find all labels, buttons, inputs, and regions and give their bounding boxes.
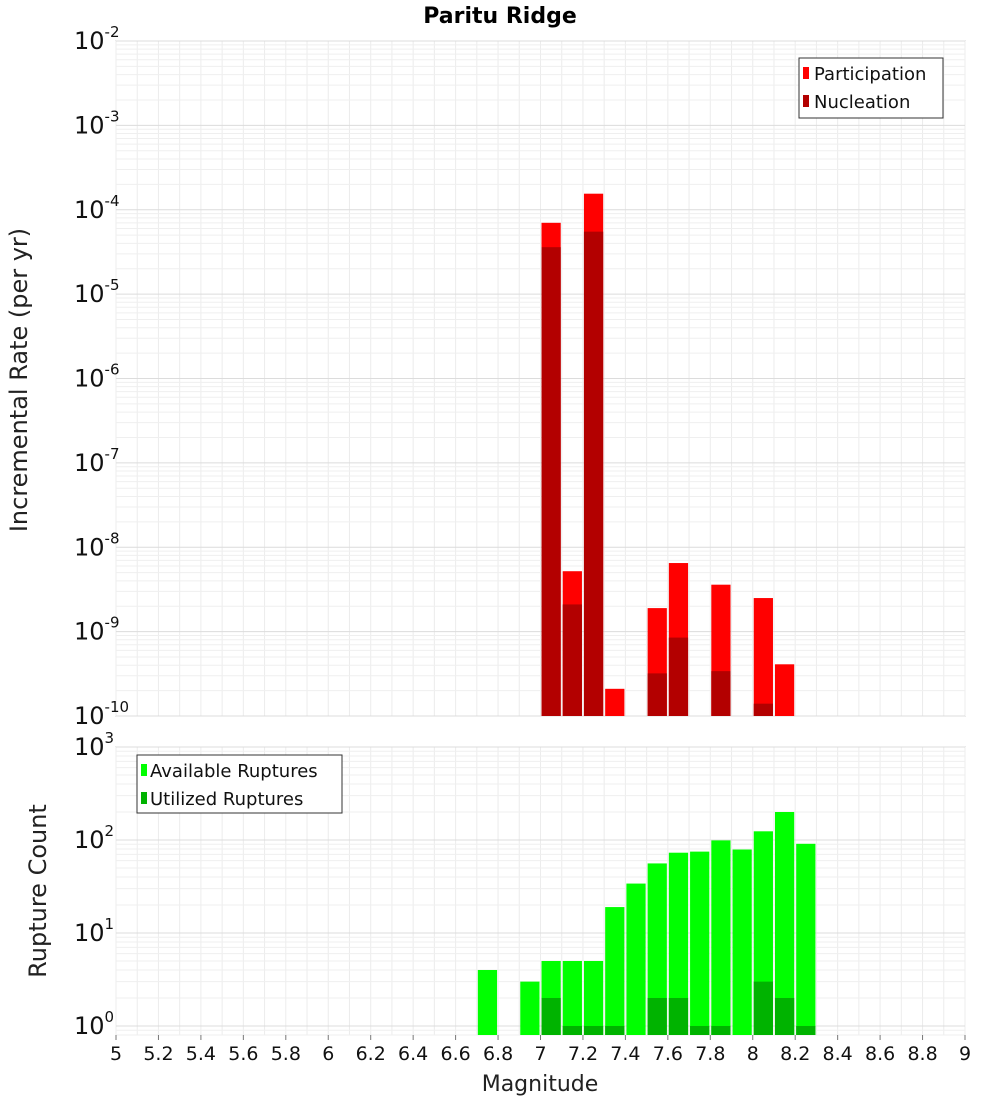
top-bar-nucleation	[647, 673, 667, 716]
bottom-bar-available-ruptures	[668, 852, 689, 1035]
top-legend: Participation Nucleation	[798, 57, 944, 119]
bottom-bars	[477, 812, 816, 1035]
x-tick-label: 5.4	[186, 1043, 216, 1065]
x-tick-label: 7.2	[568, 1043, 598, 1065]
top-ytick-label: 10-6	[74, 361, 120, 393]
chart-title: Paritu Ridge	[423, 4, 577, 29]
x-tick-label: 5.8	[271, 1043, 301, 1065]
bottom-bar-available-ruptures	[562, 960, 582, 1035]
bottom-bar-available-ruptures	[605, 907, 625, 1035]
bottom-bar-available-ruptures	[626, 883, 646, 1035]
x-tick-label: 6.6	[440, 1043, 470, 1065]
bottom-bar-utilized-ruptures	[753, 981, 773, 1035]
bottom-bar-utilized-ruptures	[647, 997, 667, 1035]
bottom-ytick-label: 103	[74, 729, 114, 761]
bottom-bar-available-ruptures	[774, 812, 795, 1035]
bottom-legend-box	[136, 754, 343, 814]
bottom-bar-utilized-ruptures	[796, 1025, 816, 1035]
x-tick-label: 8.2	[780, 1043, 810, 1065]
legend-utilized-label: Utilized Ruptures	[150, 789, 303, 810]
top-bar-nucleation	[711, 671, 731, 716]
bottom-bar-utilized-ruptures	[541, 997, 561, 1035]
top-ytick-label: 10-3	[74, 107, 120, 139]
x-tick-label: 6	[322, 1043, 334, 1065]
top-bar-participation	[753, 598, 773, 716]
x-axis-label: Magnitude	[482, 1072, 599, 1097]
x-tick-label: 8.4	[823, 1043, 853, 1065]
bottom-bar-available-ruptures	[477, 969, 498, 1035]
x-tick-label: 6.2	[356, 1043, 386, 1065]
bottom-bar-utilized-ruptures	[605, 1025, 625, 1035]
bottom-legend: Available Ruptures Utilized Ruptures	[136, 754, 343, 814]
bottom-y-ticks: 100 101 102 103	[74, 729, 114, 1040]
top-ytick-label: 10-10	[74, 698, 129, 730]
top-grid	[115, 40, 966, 717]
x-tick-label: 9	[959, 1043, 971, 1065]
x-ticks: 5 5.2 5.4 5.6 5.8 6 6.2 6.4 6.6 6.8 7 7.2 7.4 7.6 7.8 8…	[110, 1035, 971, 1065]
x-tick-label: 7.6	[653, 1043, 683, 1065]
top-bar-nucleation	[668, 637, 689, 716]
x-tick-label: 8.6	[865, 1043, 895, 1065]
legend-available-label: Available Ruptures	[150, 761, 318, 782]
top-ytick-label: 10-9	[74, 614, 120, 646]
legend-utilized-swatch	[141, 792, 147, 804]
top-panel: 10-10 10-9 10-8 10-7 10-6 10-5 10-4 10-3 10-2 In…	[5, 23, 966, 730]
x-tick-label: 7.4	[610, 1043, 640, 1065]
top-bar-participation	[774, 664, 795, 716]
top-ytick-label: 10-2	[74, 23, 120, 55]
x-tick-label: 6.8	[483, 1043, 513, 1065]
x-tick-label: 5.6	[228, 1043, 258, 1065]
x-tick-label: 5	[110, 1043, 122, 1065]
bottom-bar-available-ruptures	[583, 960, 604, 1035]
top-bar-nucleation	[541, 247, 561, 716]
legend-participation-label: Participation	[814, 64, 926, 85]
bottom-bar-utilized-ruptures	[668, 997, 689, 1035]
bottom-bar-available-ruptures	[711, 840, 731, 1035]
legend-participation-swatch	[803, 67, 809, 79]
bottom-panel: 100 101 102 103 5 5.2 5.4 5.6 5.8 6 6.2 6.4 6.6 6.8 7…	[24, 729, 971, 1097]
top-ytick-label: 10-5	[74, 276, 120, 308]
bottom-bar-utilized-ruptures	[562, 1025, 582, 1035]
bottom-bar-available-ruptures	[690, 851, 710, 1035]
top-legend-box	[798, 57, 944, 119]
x-tick-label: 7.8	[695, 1043, 725, 1065]
top-bar-nucleation	[562, 604, 582, 716]
bottom-bar-utilized-ruptures	[774, 997, 795, 1035]
top-bars	[541, 193, 795, 716]
x-tick-label: 8	[747, 1043, 759, 1065]
bottom-bar-available-ruptures	[732, 849, 752, 1035]
legend-nucleation-label: Nucleation	[814, 92, 910, 113]
top-bar-participation	[605, 688, 625, 716]
bottom-bar-utilized-ruptures	[711, 1025, 731, 1035]
legend-nucleation-swatch	[803, 95, 809, 107]
bottom-bar-available-ruptures	[796, 843, 816, 1035]
bottom-ytick-label: 100	[74, 1008, 114, 1040]
top-y-axis-label: Incremental Rate (per yr)	[5, 228, 33, 532]
x-tick-label: 6.4	[398, 1043, 428, 1065]
x-tick-label: 7	[534, 1043, 546, 1065]
top-ytick-label: 10-7	[74, 445, 120, 477]
top-y-ticks: 10-10 10-9 10-8 10-7 10-6 10-5 10-4 10-3 10-2	[74, 23, 129, 730]
legend-available-swatch	[141, 764, 147, 776]
x-tick-label: 5.2	[143, 1043, 173, 1065]
bottom-ytick-label: 101	[74, 915, 114, 947]
top-ytick-label: 10-8	[74, 529, 120, 561]
top-bar-nucleation	[583, 231, 604, 716]
x-tick-label: 8.8	[907, 1043, 937, 1065]
top-ytick-label: 10-4	[74, 192, 120, 224]
bottom-bar-utilized-ruptures	[583, 1025, 604, 1035]
bottom-grid	[115, 746, 966, 1036]
bottom-bar-available-ruptures	[520, 981, 540, 1035]
bottom-bar-utilized-ruptures	[690, 1025, 710, 1035]
bottom-ytick-label: 102	[74, 822, 114, 854]
bottom-bar-available-ruptures	[647, 863, 667, 1035]
bottom-y-axis-label: Rupture Count	[24, 804, 52, 978]
top-bar-nucleation	[753, 703, 773, 716]
